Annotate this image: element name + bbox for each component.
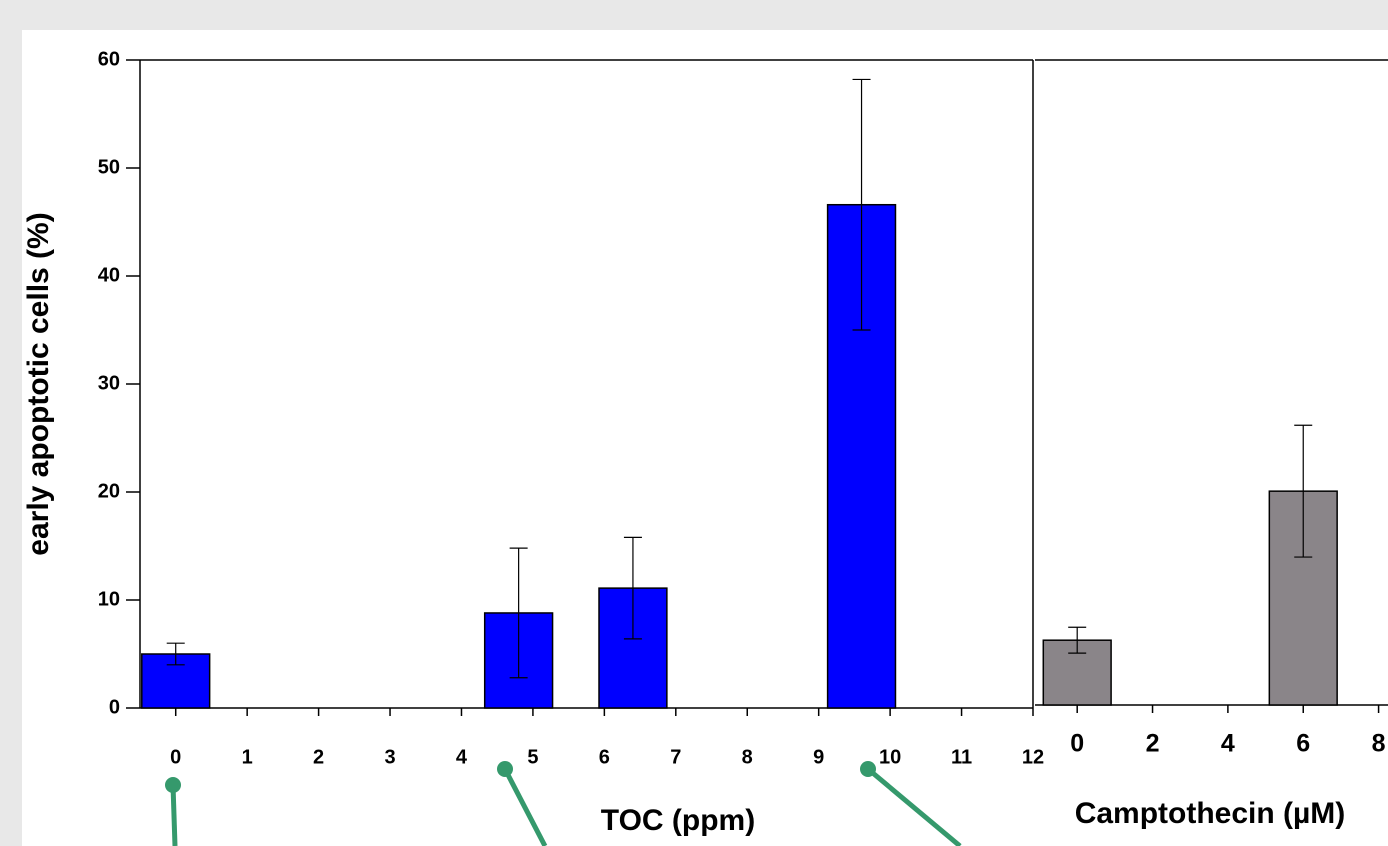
x-tick-label: 6 [599, 746, 610, 768]
x-tick-label: 4 [456, 746, 468, 768]
x-axis-label: TOC (ppm) [601, 804, 755, 837]
y-tick-label: 50 [98, 156, 120, 178]
x-tick-label: 2 [1146, 730, 1160, 758]
x-tick-label: 5 [527, 746, 538, 768]
pointer-line [502, 767, 548, 846]
x-tick-label: 8 [742, 746, 753, 768]
y-tick-label: 0 [109, 696, 120, 718]
x-tick-label: 1 [242, 746, 253, 768]
y-tick-label: 60 [98, 48, 120, 70]
x-tick-label: 11 [951, 746, 972, 768]
x-tick-label: 3 [384, 746, 395, 768]
pointer-line [170, 784, 178, 846]
x-tick-label: 2 [313, 746, 324, 768]
y-tick-label: 30 [98, 372, 120, 394]
pointer-line [866, 767, 962, 846]
x-tick-label: 4 [1221, 730, 1235, 758]
x-tick-label: 10 [879, 746, 901, 768]
pointer-dot [860, 761, 876, 777]
x-tick-label: 12 [1022, 746, 1044, 768]
x-tick-label: 7 [670, 746, 681, 768]
plot-background [22, 30, 1388, 846]
x-tick-label: 0 [170, 746, 181, 768]
x-tick-label: 6 [1296, 730, 1310, 758]
x-tick-label: 9 [813, 746, 824, 768]
x-tick-label: 0 [1070, 730, 1084, 758]
pointer-dot [497, 761, 513, 777]
pointer-dot [165, 777, 181, 793]
annotation-pointers [165, 761, 962, 846]
y-tick-label: 10 [98, 588, 120, 610]
y-tick-label: 40 [98, 264, 120, 286]
x-tick-label: 8 [1372, 730, 1386, 758]
x-axis-label: Camptothecin (µM) [1075, 797, 1346, 830]
y-axis-label: early apoptotic cells (%) [22, 212, 55, 555]
y-tick-label: 20 [98, 480, 120, 502]
